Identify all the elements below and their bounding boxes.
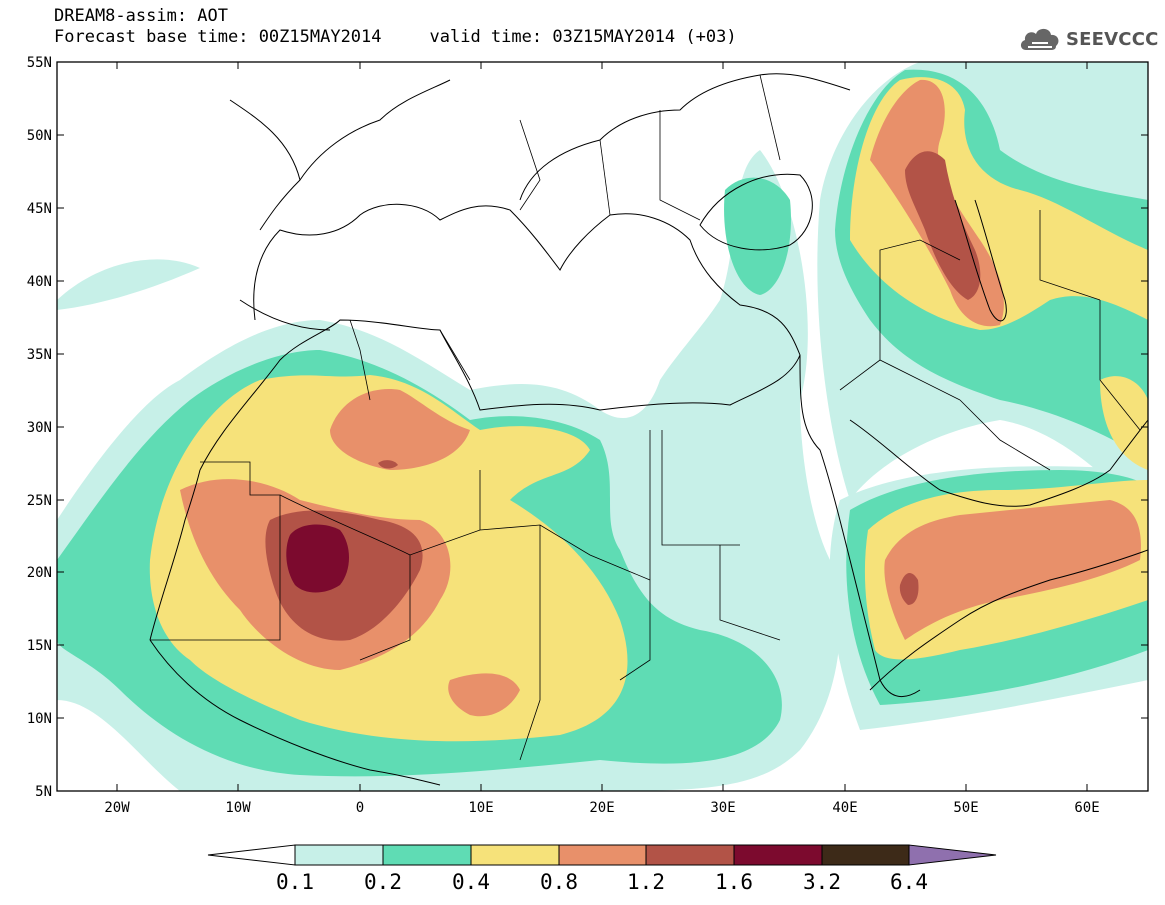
colorbar-high-arrow [908,844,997,866]
lat-label-45n: 45N [27,201,52,217]
valid-time: valid time: 03Z15MAY2014 (+03) [429,27,737,47]
logo-text: SEEVCCC [1066,28,1159,50]
lon-label-20e: 20E [589,800,614,816]
colorbar-label: 6.4 [890,870,928,894]
colorbar-segment-1 [294,844,384,866]
aot-contours [57,62,1148,791]
lat-label-50n: 50N [27,128,52,144]
lat-label-5n: 5N [35,784,52,800]
lat-label-30n: 30N [27,420,52,436]
lat-label-10n: 10N [27,711,52,727]
colorbar-segment-2 [382,844,472,866]
colorbar-segment-3 [470,844,560,866]
lat-label-20n: 20N [27,565,52,581]
forecast-time-line: Forecast base time: 00Z15MAY2014 valid ti… [54,27,737,47]
colorbar-label: 0.1 [276,870,314,894]
seevccc-logo: SEEVCCC [1018,22,1159,56]
colorbar-low-arrow [207,844,296,866]
colorbar-label: 0.4 [452,870,490,894]
coastlines [149,73,1148,786]
colorbar-segment-4 [558,844,647,866]
cloud-icon [1020,28,1059,50]
colorbar-segment-7 [821,844,910,866]
colorbar-label: 0.2 [364,870,402,894]
colorbar-label: 3.2 [803,870,841,894]
lon-label-30e: 30E [710,800,735,816]
aot-band-1.6 [286,524,349,593]
lon-label-20w: 20W [104,800,130,816]
lat-label-35n: 35N [27,347,52,363]
colorbar-segment-6 [733,844,823,866]
country-borders [150,74,1141,761]
lon-label-50e: 50E [953,800,978,816]
lat-label-55n: 55N [27,55,52,71]
longitude-axis: 20W 10W 0 10E 20E 30E 40E 50E 60E [104,62,1100,816]
colorbar-label: 0.8 [540,870,578,894]
lon-label-60e: 60E [1074,800,1099,816]
product-title: DREAM8-assim: AOT [54,6,228,26]
forecast-base-time: Forecast base time: 00Z15MAY2014 [54,27,382,47]
lat-label-15n: 15N [27,638,52,654]
lat-label-40n: 40N [27,274,52,290]
lon-label-10e: 10E [468,800,493,816]
latitude-axis: 55N 50N 45N 40N 35N 30N 25N 20N 15N 10N … [27,55,1148,800]
lon-label-40e: 40E [832,800,857,816]
lon-label-0: 0 [356,800,364,816]
lat-label-25n: 25N [27,493,52,509]
colorbar-segment-5 [645,844,735,866]
colorbar [207,844,997,866]
lon-label-10w: 10W [225,800,251,816]
colorbar-label: 1.2 [627,870,665,894]
colorbar-label: 1.6 [715,870,753,894]
